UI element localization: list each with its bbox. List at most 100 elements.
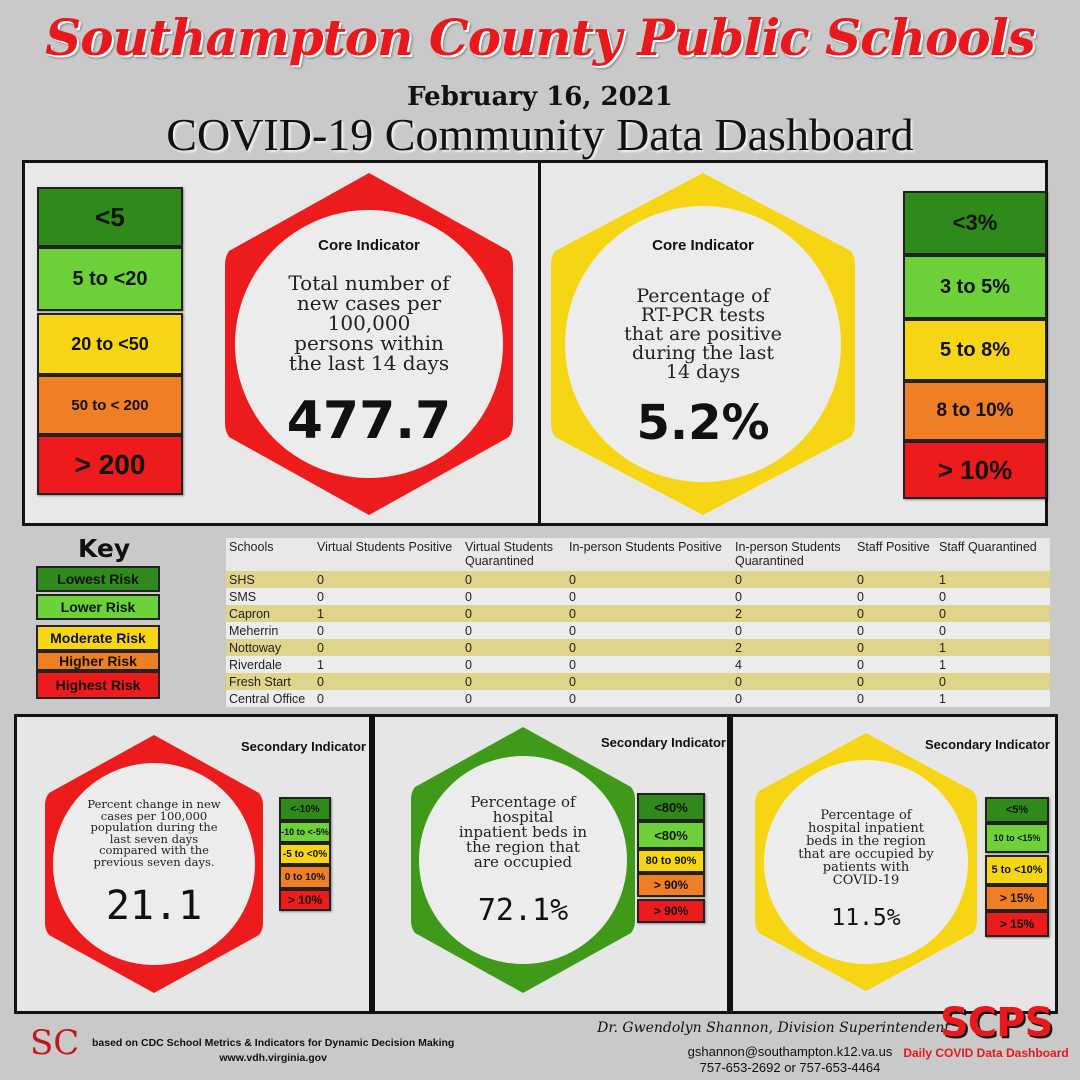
school-name-cell: Riverdale	[226, 656, 314, 673]
contact-email[interactable]: gshannon@southampton.k12.va.us	[687, 1044, 893, 1059]
table-row: Fresh Start 0 0 0 0 0 0	[226, 673, 1050, 690]
core-heading: Core Indicator	[652, 237, 754, 254]
table-cell: 0	[314, 673, 462, 690]
table-cell: 0	[854, 622, 936, 639]
table-cell: 0	[854, 571, 936, 588]
table-cell: 0	[566, 571, 732, 588]
column-header: Staff Positive	[854, 538, 936, 571]
school-name-cell: Capron	[226, 605, 314, 622]
core-description: Percentage of RT-PCR tests that are posi…	[624, 285, 782, 383]
source-url[interactable]: www.vdh.virginia.gov	[219, 1051, 327, 1064]
core-panel-cases: <5 5 to <20 20 to <50 50 to < 200 > 200 …	[22, 160, 542, 526]
table-row: Meherrin 0 0 0 0 0 0	[226, 622, 1050, 639]
secondary-description: Percentage of hospital inpatient beds in…	[458, 793, 588, 871]
key-highest-risk: Highest Risk	[36, 671, 160, 699]
secondary-heading: Secondary Indicator	[241, 739, 366, 754]
page-title: Southampton County Public Schools	[45, 8, 1036, 67]
table-cell: 4	[732, 656, 854, 673]
scps-brand-logo: SCPS	[940, 1000, 1053, 1046]
secondary-value: 11.5%	[831, 905, 901, 931]
school-name-cell: SHS	[226, 571, 314, 588]
scale-highest: > 15%	[985, 911, 1049, 937]
table-header-row: Schools Virtual Students Positive Virtua…	[226, 538, 1050, 571]
table-body: SHS 0 0 0 0 0 1 SMS 0 0 0 0 0 0 Capron 1 0 0 2 0 0 Meherrin 0 0…	[226, 571, 1050, 707]
table-cell: 0	[314, 639, 462, 656]
table-cell: 0	[936, 622, 1050, 639]
secondary-panel-covid-beds: Secondary Indicator Percentage of hospit…	[730, 714, 1058, 1014]
scale-lowest: <3%	[903, 191, 1047, 255]
scale-lowest: <5%	[985, 797, 1049, 823]
superintendent-name: Dr. Gwendolyn Shannon, Division Superint…	[597, 1020, 950, 1036]
key-lower-risk: Lower Risk	[36, 594, 160, 620]
table-cell: 0	[854, 656, 936, 673]
core-description: Total number of new cases per 100,000 pe…	[288, 271, 450, 375]
scale-lowest: <80%	[637, 793, 705, 821]
school-name-cell: Nottoway	[226, 639, 314, 656]
table-cell: 0	[566, 690, 732, 707]
table-cell: 0	[462, 673, 566, 690]
column-header: Virtual Students Positive	[314, 538, 462, 571]
secondary-heading: Secondary Indicator	[601, 735, 726, 750]
table-cell: 0	[854, 639, 936, 656]
table-cell: 0	[936, 588, 1050, 605]
secondary-heading: Secondary Indicator	[925, 737, 1050, 752]
school-name-cell: SMS	[226, 588, 314, 605]
table-cell: 1	[314, 656, 462, 673]
scale-highest: > 90%	[637, 899, 705, 923]
column-header: In-person Students Positive	[566, 538, 732, 571]
table-cell: 0	[936, 605, 1050, 622]
table-cell: 2	[732, 639, 854, 656]
table-cell: 0	[732, 673, 854, 690]
table-cell: 0	[462, 622, 566, 639]
secondary-hexagon-covid-beds: Percentage of hospital inpatient beds in…	[753, 731, 979, 993]
table-row: Capron 1 0 0 2 0 0	[226, 605, 1050, 622]
secondary-hexagon-case-change: Percent change in new cases per 100,000 …	[43, 733, 265, 995]
table-cell: 0	[314, 690, 462, 707]
table-cell: 0	[732, 622, 854, 639]
dashboard-subtitle: COVID-19 Community Data Dashboard	[166, 109, 914, 160]
table-cell: 1	[936, 571, 1050, 588]
table-cell: 1	[314, 605, 462, 622]
table-cell: 0	[314, 588, 462, 605]
secondary-description: Percentage of hospital inpatient beds in…	[798, 808, 934, 888]
table-cell: 0	[462, 656, 566, 673]
scale-lower: -10 to <-5%	[279, 821, 331, 843]
secondary-value: 21.1	[105, 883, 203, 929]
scale-higher: 8 to 10%	[903, 381, 1047, 441]
table-cell: 0	[566, 588, 732, 605]
table-row: Riverdale 1 0 0 4 0 1	[226, 656, 1050, 673]
table-row: SMS 0 0 0 0 0 0	[226, 588, 1050, 605]
scale-lower: 3 to 5%	[903, 255, 1047, 319]
table-cell: 0	[732, 588, 854, 605]
district-logo: SC	[30, 1023, 80, 1063]
key-higher-risk: Higher Risk	[36, 651, 160, 671]
table-cell: 0	[462, 605, 566, 622]
table-cell: 0	[854, 588, 936, 605]
column-header: Staff Quarantined	[936, 538, 1050, 571]
table-cell: 0	[314, 622, 462, 639]
table-cell: 0	[566, 656, 732, 673]
secondary-panel-case-change: Secondary Indicator Percent change in ne…	[14, 714, 372, 1014]
table-cell: 1	[936, 656, 1050, 673]
table-row: Nottoway 0 0 0 2 0 1	[226, 639, 1050, 656]
scale-lower: 5 to <20	[37, 247, 183, 311]
scale-moderate: 20 to <50	[37, 313, 183, 375]
school-name-cell: Central Office	[226, 690, 314, 707]
key-lowest-risk: Lowest Risk	[36, 566, 160, 592]
table-cell: 1	[936, 639, 1050, 656]
core-hexagon-tests: Core Indicator Percentage of RT-PCR test…	[547, 169, 859, 519]
scale-highest: > 10%	[903, 441, 1047, 499]
scale-lower: <80%	[637, 821, 705, 849]
secondary-value: 72.1%	[477, 893, 569, 928]
table-cell: 0	[462, 690, 566, 707]
core-panel-tests: Core Indicator Percentage of RT-PCR test…	[538, 160, 1048, 526]
table-row: Central Office 0 0 0 0 0 1	[226, 690, 1050, 707]
table-cell: 2	[732, 605, 854, 622]
secondary-description: Percent change in new cases per 100,000 …	[87, 797, 221, 869]
scale-moderate: 5 to 8%	[903, 319, 1047, 381]
source-note: based on CDC School Metrics & Indicators…	[92, 1036, 454, 1065]
table-cell: 0	[732, 690, 854, 707]
scale-higher: > 15%	[985, 885, 1049, 911]
column-header: Schools	[226, 538, 314, 571]
core-value: 5.2%	[636, 395, 770, 451]
